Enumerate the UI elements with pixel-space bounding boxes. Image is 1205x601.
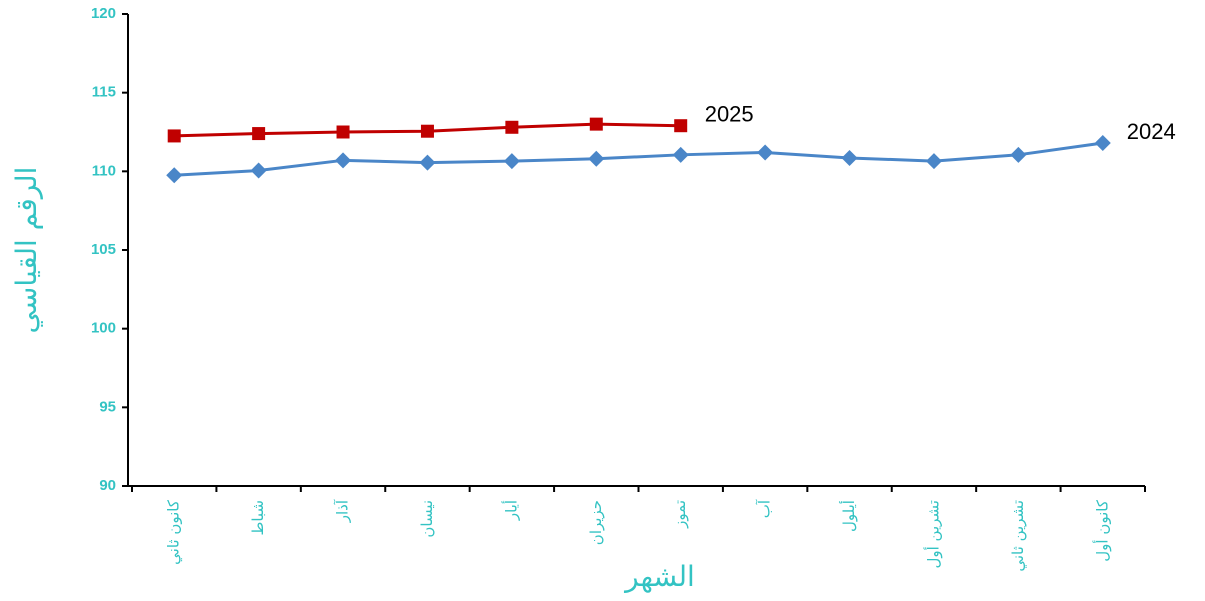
marker [1094,135,1111,152]
marker [336,125,350,139]
marker [672,146,689,163]
marker [167,129,181,143]
marker [505,120,519,134]
marker [757,144,774,161]
marker [252,127,266,141]
y-tick-label: 115 [92,84,116,101]
x-tick-label: كانون ثاني [165,499,184,565]
x-tick-label: نيسان [418,500,436,538]
series-label: 2024 [1127,119,1176,144]
marker [588,150,605,167]
y-axis-title: الرقم القياسي [10,167,43,334]
marker [503,153,520,170]
series-line [174,141,1103,177]
y-tick-label: 110 [92,162,116,179]
marker [674,119,688,133]
series-label: 2025 [705,102,754,127]
marker [1010,146,1027,163]
x-tick-label: تشرين ثاني [1009,500,1028,572]
x-tick-label: كانون أول [1092,499,1111,562]
marker [250,162,267,179]
y-tick-label: 120 [91,5,116,22]
x-tick-label: حزيران [587,500,605,545]
x-tick-label: شباط [249,500,267,536]
y-tick-label: 105 [91,241,116,258]
y-tick-label: 100 [91,320,116,337]
x-tick-label: أيار [501,500,520,521]
x-tick-label: أيلول [839,500,858,532]
x-tick-label: تشرين أول [923,500,942,569]
marker [841,149,858,166]
x-tick-label: آذار [334,499,352,523]
y-tick-label: 90 [99,477,116,494]
x-tick-label: آب [756,499,774,518]
marker [335,152,352,169]
marker [166,167,183,184]
y-tick-label: 95 [99,398,116,415]
x-axis-title: الشهر [623,560,695,593]
x-tick-label: تموز [671,500,689,529]
marker [589,117,603,131]
marker [420,124,434,138]
marker [925,153,942,170]
marker [419,154,436,171]
